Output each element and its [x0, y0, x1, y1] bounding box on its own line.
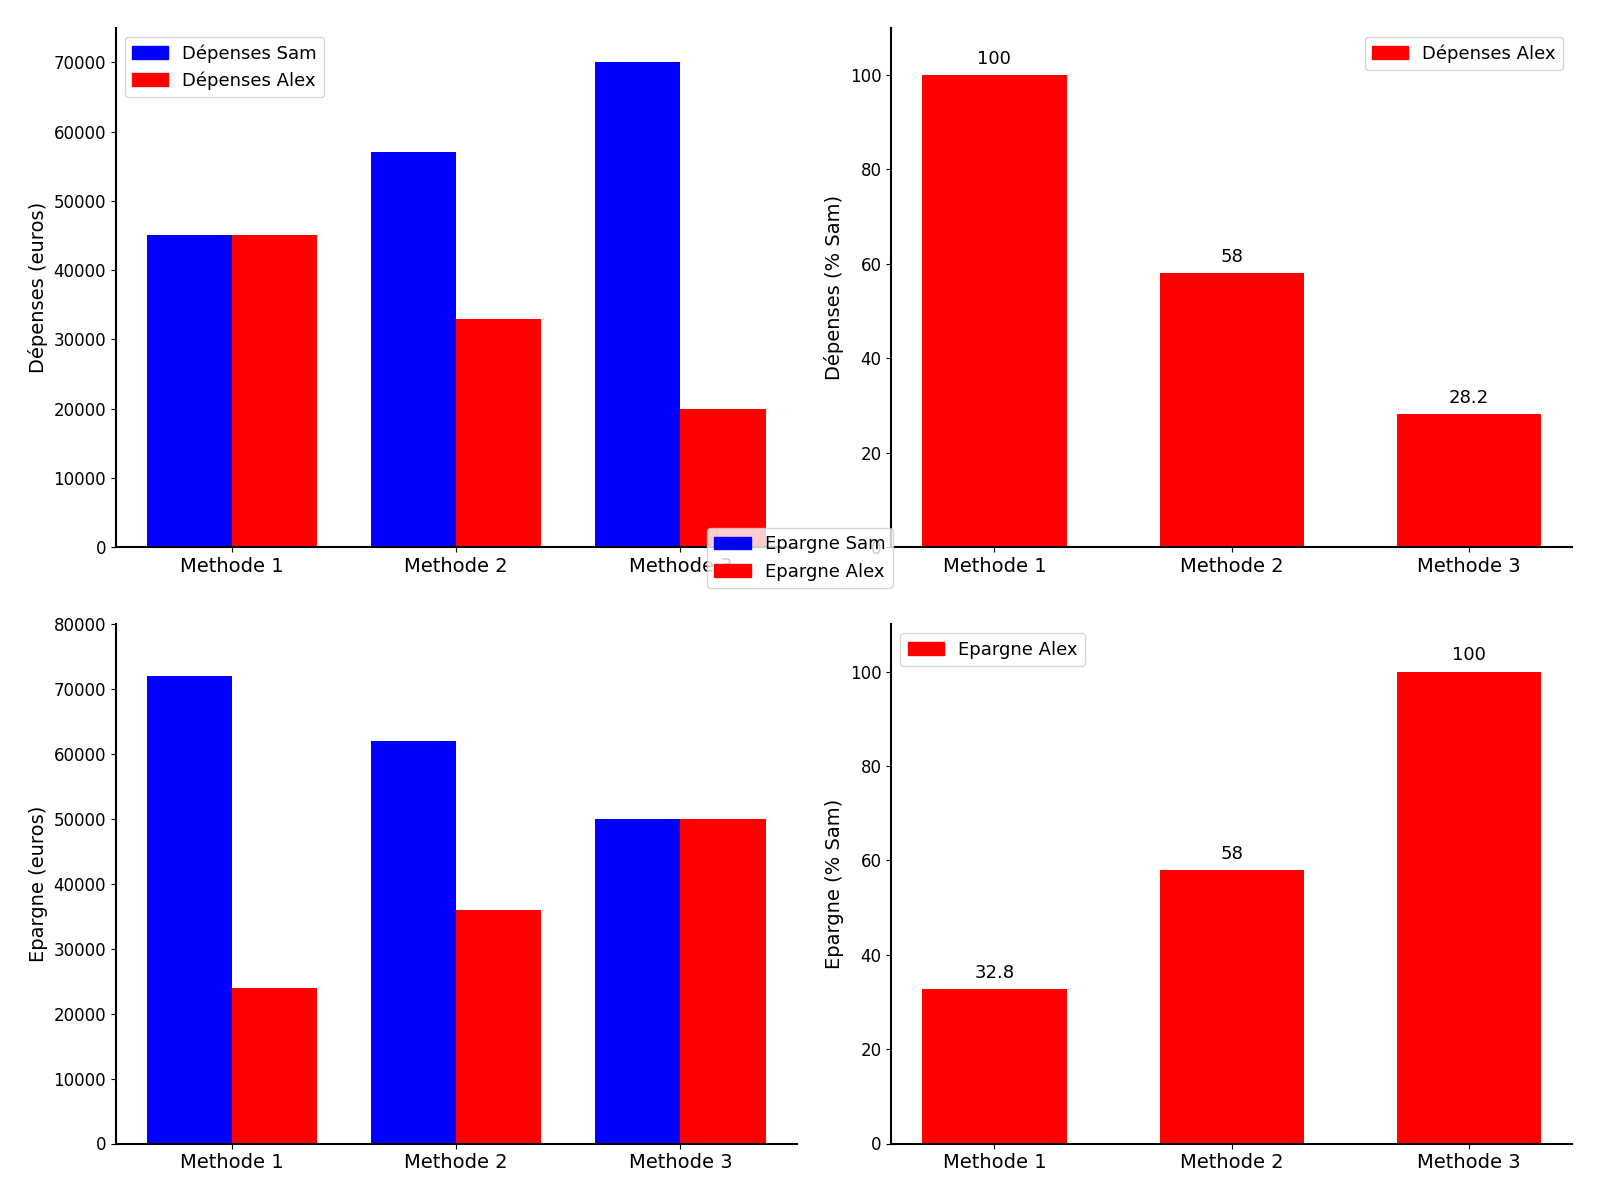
Bar: [1160, 274, 1304, 547]
Text: 32.8: 32.8: [974, 964, 1014, 982]
Bar: [371, 742, 456, 1144]
Bar: [232, 988, 317, 1144]
Y-axis label: Dépenses (euros): Dépenses (euros): [27, 202, 48, 373]
Bar: [147, 677, 232, 1144]
Bar: [595, 820, 680, 1144]
Text: 28.2: 28.2: [1450, 389, 1490, 407]
Legend: Epargne Sam, Epargne Alex: Epargne Sam, Epargne Alex: [707, 528, 893, 588]
Legend: Dépenses Alex: Dépenses Alex: [1365, 37, 1563, 70]
Y-axis label: Epargne (euros): Epargne (euros): [29, 805, 48, 962]
Text: 100: 100: [1453, 647, 1486, 665]
Bar: [922, 74, 1067, 547]
Bar: [680, 408, 766, 547]
Legend: Dépenses Sam, Dépenses Alex: Dépenses Sam, Dépenses Alex: [125, 37, 325, 97]
Bar: [456, 318, 541, 547]
Bar: [1397, 672, 1541, 1144]
Bar: [232, 235, 317, 547]
Bar: [147, 235, 232, 547]
Bar: [595, 62, 680, 547]
Text: 58: 58: [1221, 248, 1243, 266]
Bar: [680, 820, 766, 1144]
Bar: [1397, 414, 1541, 547]
Y-axis label: Dépenses (% Sam): Dépenses (% Sam): [824, 194, 845, 380]
Y-axis label: Epargne (% Sam): Epargne (% Sam): [826, 799, 845, 970]
Bar: [371, 152, 456, 547]
Text: 58: 58: [1221, 845, 1243, 863]
Bar: [456, 910, 541, 1144]
Legend: Epargne Alex: Epargne Alex: [901, 634, 1085, 666]
Bar: [922, 989, 1067, 1144]
Bar: [1160, 870, 1304, 1144]
Text: 100: 100: [978, 50, 1011, 68]
